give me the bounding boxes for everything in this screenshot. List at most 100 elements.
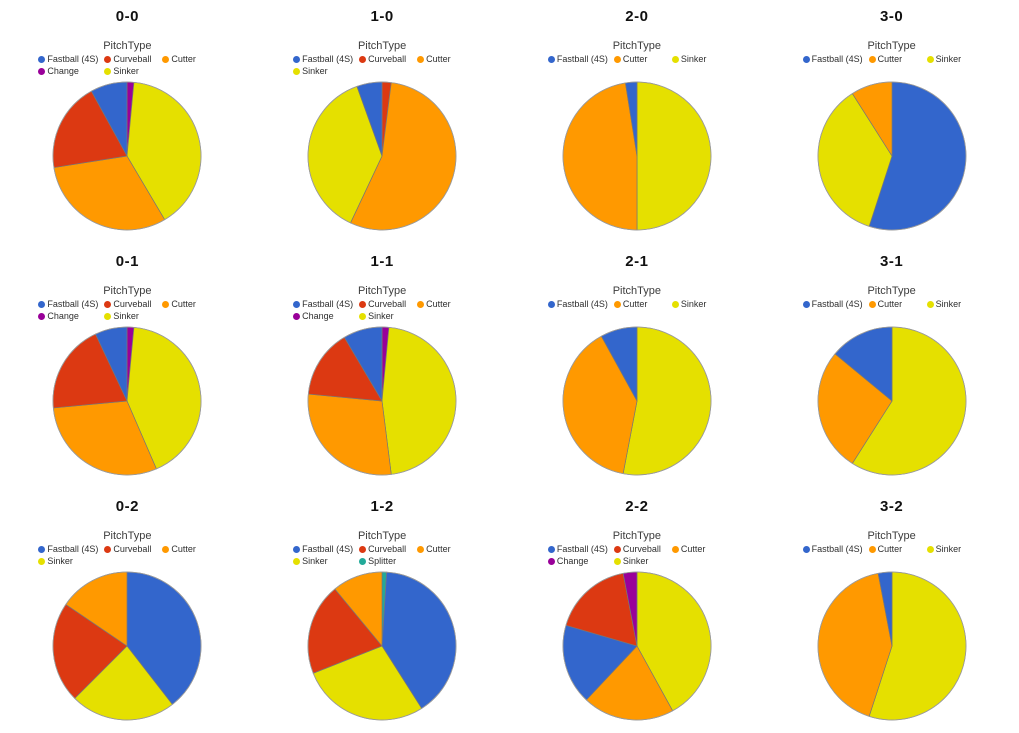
legend-item: Cutter [671,544,726,555]
legend-item: Fastball (4S) [293,299,359,310]
legend-item: Curveball [104,544,162,555]
legend-color-dot-icon [359,313,367,320]
legend-item: Cutter [162,544,216,555]
legend-label: Cutter [680,544,706,554]
legend: Fastball (4S) Cutter Sinker [547,299,726,323]
legend-item: Cutter [613,54,672,65]
legend-item: Fastball (4S) [38,299,104,310]
legend: Fastball (4S) Curveball Cutter Change Sinker [38,54,216,78]
legend-label: Sinker [113,311,139,321]
legend-label: Sinker [47,556,73,566]
legend-color-dot-icon [926,301,934,308]
legend-color-dot-icon [359,301,367,308]
legend-label: Curveball [368,544,407,554]
legend-label: Fastball (4S) [47,54,99,64]
legend-item: Change [38,311,104,322]
legend-item: Change [293,311,359,322]
legend-color-dot-icon [802,546,810,553]
legend-item: Sinker [104,66,162,77]
legend-item: Sinker [926,544,981,555]
legend-color-dot-icon [417,56,425,63]
pie-chart [817,326,967,476]
legend-color-dot-icon [359,546,367,553]
chart-title: 3-0 [880,8,904,25]
legend-color-dot-icon [38,68,46,75]
legend-title: PitchType [612,285,662,297]
legend-title: PitchType [612,530,662,542]
pie-chart [817,571,967,721]
chart-title: 1-0 [370,8,394,25]
chart-title: 2-1 [625,253,649,270]
legend-color-dot-icon [671,546,679,553]
legend: Fastball (4S) Cutter Sinker [802,299,981,323]
legend-color-dot-icon [38,558,46,565]
legend-item: Curveball [359,299,417,310]
legend-color-dot-icon [547,546,555,553]
chart-title: 0-0 [115,8,139,25]
pie-chart-cell: 1-0 PitchType Fastball (4S) Curveball Cutt… [255,0,510,245]
legend-color-dot-icon [38,546,46,553]
legend-label: Fastball (4S) [302,544,354,554]
legend-item: Cutter [417,54,471,65]
legend-color-dot-icon [162,56,170,63]
chart-title: 1-2 [370,498,394,515]
legend-label: Fastball (4S) [556,544,608,554]
pie-outline [817,571,967,721]
legend-item: Cutter [868,544,927,555]
pie-outline [817,326,967,476]
legend-label: Sinker [935,54,962,64]
legend-color-dot-icon [802,56,810,63]
legend-item: Cutter [868,54,927,65]
legend-color-dot-icon [38,301,46,308]
legend-item: Sinker [293,66,359,77]
legend-label: Curveball [113,544,152,554]
legend-item: Cutter [417,299,471,310]
legend-title: PitchType [103,40,152,52]
legend-label: Sinker [302,556,328,566]
legend-item: Fastball (4S) [547,299,614,310]
legend-label: Change [302,311,334,321]
legend-label: Fastball (4S) [811,544,863,554]
legend-label: Curveball [113,54,152,64]
legend: Fastball (4S) Curveball Cutter Change Sinker [293,299,471,323]
legend-label: Cutter [877,299,903,309]
legend-color-dot-icon [417,301,425,308]
pie-outline [562,81,712,231]
legend-label: Fastball (4S) [811,54,863,64]
pie-slice [307,393,392,476]
legend-item: Cutter [417,544,471,555]
pie-chart-cell: 1-1 PitchType Fastball (4S) Curveball Cutt… [255,245,510,490]
legend-label: Curveball [622,544,661,554]
legend-item: Sinker [359,311,417,322]
chart-title: 3-2 [880,498,904,515]
legend-label: Cutter [622,54,648,64]
legend-item: Fastball (4S) [802,544,869,555]
legend-label: Fastball (4S) [302,299,354,309]
legend-color-dot-icon [926,56,934,63]
legend-title: PitchType [357,530,407,542]
legend-label: Change [47,311,79,321]
legend: Fastball (4S) Cutter Sinker [802,54,981,78]
legend-color-dot-icon [293,313,301,320]
pie-chart [562,81,712,231]
pie-chart-cell: 2-2 PitchType Fastball (4S) Curveball Cutt… [510,490,765,733]
legend-label: Sinker [935,544,962,554]
legend-item: Fastball (4S) [293,54,359,65]
pie-chart-cell: 1-2 PitchType Fastball (4S) Curveball Cutt… [255,490,510,733]
legend-label: Sinker [302,66,328,76]
legend-color-dot-icon [38,313,46,320]
chart-title: 2-2 [625,498,649,515]
legend-color-dot-icon [926,546,934,553]
legend: Fastball (4S) Curveball Cutter Change Sinker [38,299,216,323]
legend-color-dot-icon [162,546,170,553]
legend-label: Cutter [171,299,196,309]
legend-item: Sinker [613,556,672,567]
legend-color-dot-icon [293,558,301,565]
legend-item: Curveball [613,544,672,555]
legend-label: Cutter [877,54,903,64]
legend-label: Cutter [426,544,451,554]
legend-item: Cutter [162,54,216,65]
legend-item: Curveball [104,54,162,65]
pie-outline [307,326,457,476]
pie-chart [817,81,967,231]
